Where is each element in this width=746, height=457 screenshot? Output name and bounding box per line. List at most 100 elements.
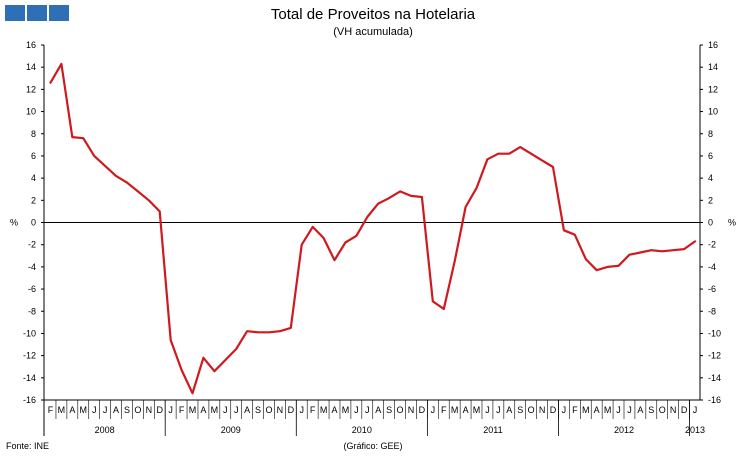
month-label: M: [604, 405, 612, 415]
y-unit-label-left: %: [10, 218, 18, 228]
month-label: J: [92, 405, 97, 415]
data-point: [115, 175, 117, 177]
data-point: [661, 250, 663, 252]
data-point: [377, 203, 379, 205]
chart-subtitle: (VH acumulada): [333, 26, 413, 38]
month-label: S: [386, 405, 392, 415]
data-point: [541, 159, 543, 161]
data-point: [323, 237, 325, 239]
month-label: D: [288, 405, 295, 415]
data-point: [104, 165, 106, 167]
month-label: J: [354, 405, 359, 415]
month-label: J: [496, 405, 501, 415]
credit-note: (Gráfico: GEE): [343, 441, 403, 451]
data-point: [530, 153, 532, 155]
y-tick-label-right: -2: [708, 240, 716, 250]
month-label: J: [168, 405, 173, 415]
series-line: [49, 62, 697, 395]
month-label: A: [594, 405, 600, 415]
y-tick-label-left: 0: [31, 218, 36, 228]
data-point: [224, 359, 226, 361]
month-label: A: [375, 405, 381, 415]
month-label: N: [146, 405, 153, 415]
y-tick-label-left: 6: [31, 151, 36, 161]
month-label: A: [637, 405, 643, 415]
month-label: J: [616, 405, 621, 415]
data-point: [181, 369, 183, 371]
data-point: [148, 199, 150, 201]
data-point: [279, 330, 281, 332]
y-tick-label-right: -10: [708, 328, 721, 338]
month-label: A: [113, 405, 119, 415]
month-label: D: [681, 405, 688, 415]
month-label: J: [103, 405, 108, 415]
data-point: [246, 330, 248, 332]
month-label: N: [408, 405, 415, 415]
month-label: O: [265, 405, 272, 415]
data-point: [159, 210, 161, 212]
month-label: A: [244, 405, 250, 415]
data-point: [82, 137, 84, 139]
data-point: [476, 187, 478, 189]
y-tick-label-right: 4: [708, 173, 713, 183]
month-label: M: [473, 405, 481, 415]
data-point: [432, 300, 434, 302]
data-point: [596, 269, 598, 271]
month-label: J: [485, 405, 490, 415]
month-label: J: [431, 405, 436, 415]
y-tick-label-left: -16: [23, 395, 36, 405]
month-label: M: [342, 405, 350, 415]
data-point: [683, 248, 685, 250]
data-point: [93, 155, 95, 157]
month-label: F: [572, 405, 578, 415]
month-label: O: [134, 405, 141, 415]
data-point: [574, 234, 576, 236]
data-point: [170, 339, 172, 341]
data-point: [519, 146, 521, 148]
month-label: O: [659, 405, 666, 415]
data-point: [443, 308, 445, 310]
data-point: [312, 226, 314, 228]
month-label: F: [310, 405, 316, 415]
month-label: D: [419, 405, 426, 415]
y-unit-label-right: %: [728, 218, 736, 228]
data-point: [268, 331, 270, 333]
y-tick-label-left: 14: [26, 62, 36, 72]
data-point: [694, 240, 696, 242]
data-point: [618, 265, 620, 267]
month-label: A: [463, 405, 469, 415]
data-point: [366, 216, 368, 218]
logo-block: [49, 5, 69, 21]
y-tick-label-left: 8: [31, 129, 36, 139]
data-point: [650, 249, 652, 251]
y-tick-label-left: 4: [31, 173, 36, 183]
data-point: [497, 153, 499, 155]
y-tick-label-left: -10: [23, 328, 36, 338]
y-tick-label-left: 10: [26, 107, 36, 117]
y-tick-label-right: 2: [708, 195, 713, 205]
data-point: [202, 357, 204, 359]
source-note: Fonte: INE: [6, 441, 50, 451]
data-point: [137, 190, 139, 192]
month-label: M: [80, 405, 88, 415]
y-tick-label-left: -2: [28, 240, 36, 250]
data-point: [344, 241, 346, 243]
month-label: N: [277, 405, 284, 415]
data-point: [290, 327, 292, 329]
y-tick-label-left: 2: [31, 195, 36, 205]
year-label: 2011: [483, 425, 502, 435]
data-point: [192, 392, 194, 394]
year-label: 2008: [95, 425, 115, 435]
year-label: 2009: [221, 425, 241, 435]
month-label: J: [223, 405, 228, 415]
month-label: O: [397, 405, 404, 415]
month-label: S: [124, 405, 130, 415]
y-tick-label-left: -12: [23, 351, 36, 361]
data-point: [454, 260, 456, 262]
data-point: [508, 153, 510, 155]
y-tick-label-right: 16: [708, 40, 718, 50]
data-point: [355, 235, 357, 237]
logo-block: [5, 5, 25, 21]
data-point: [235, 348, 237, 350]
y-tick-label-right: 0: [708, 218, 713, 228]
